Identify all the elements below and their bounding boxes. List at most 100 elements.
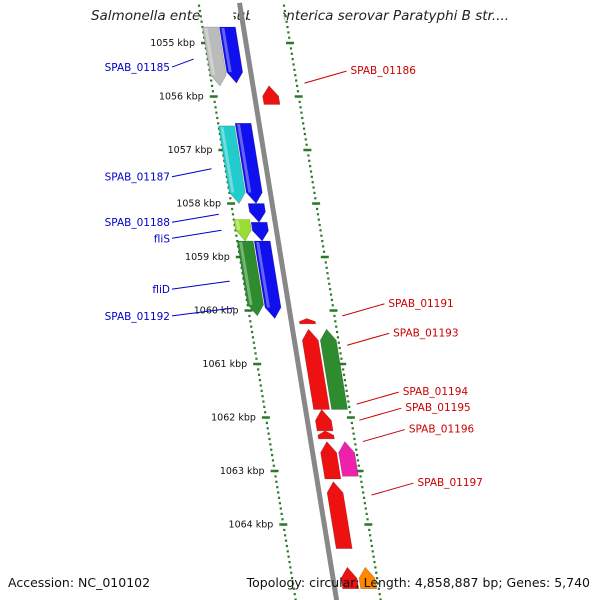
forward-gene-label[interactable]: SPAB_01185	[105, 62, 170, 74]
reverse-gene-label[interactable]: SPAB_01195	[405, 402, 470, 414]
gene-arrow[interactable]	[219, 26, 244, 84]
tick-label: 1056 kbp	[159, 92, 204, 103]
forward-tick-dot	[264, 411, 267, 414]
reverse-tick-dot	[322, 250, 326, 253]
reverse-tick-dot	[362, 496, 366, 499]
reverse-tick-dot	[293, 68, 296, 71]
reverse-tick-dot	[353, 437, 356, 441]
reverse-tick-dot	[326, 272, 329, 275]
reverse-tick-dot	[362, 491, 365, 494]
gene-highlight	[220, 126, 235, 193]
reverse-tick-dot	[356, 459, 360, 462]
reverse-tick-dot	[335, 325, 338, 328]
forward-tick-dot	[283, 528, 286, 532]
gene-arrow[interactable]	[320, 441, 342, 480]
reverse-gene-label[interactable]: SPAB_01196	[409, 424, 475, 436]
reverse-gene-label[interactable]: SPAB_01191	[388, 298, 453, 310]
gene-arrow[interactable]	[202, 26, 227, 87]
gene-arrow[interactable]	[326, 481, 353, 549]
reverse-label-leader	[356, 391, 399, 405]
label-layer: SPAB_01185 SPAB_01187 SPAB_01188 fliS fliD SP…	[105, 58, 483, 496]
reverse-tick-dot	[372, 555, 375, 558]
forward-tick-dot	[215, 111, 218, 114]
reverse-tick-dot	[366, 518, 369, 521]
reverse-tick-dot	[363, 502, 367, 505]
forward-tick-dot	[270, 453, 274, 457]
reverse-tick-dot	[295, 79, 298, 82]
forward-tick-dot	[248, 314, 251, 318]
reverse-gene-label[interactable]: SPAB_01194	[403, 386, 469, 398]
reverse-tick-dot	[345, 389, 348, 392]
reverse-tick-dot	[348, 405, 351, 408]
forward-gene-label[interactable]: SPAB_01192	[105, 311, 170, 323]
gene-arrow[interactable]	[247, 203, 266, 223]
reverse-tick-dot	[342, 368, 345, 371]
gene-arrow[interactable]	[262, 85, 281, 105]
tick-label: 1057 kbp	[168, 145, 213, 156]
reverse-label-leader	[342, 303, 385, 317]
reverse-tick-dot	[302, 127, 306, 130]
gene-highlight	[256, 241, 271, 308]
tick-label: 1063 kbp	[220, 466, 265, 477]
gene-arrow[interactable]	[298, 318, 317, 325]
forward-label-leader	[171, 213, 219, 223]
reverse-tick-dot	[312, 186, 315, 189]
reverse-tick-dot	[292, 63, 295, 66]
gene-arrow[interactable]	[319, 328, 348, 410]
forward-tick-dot	[285, 544, 288, 548]
reverse-tick-dot	[316, 213, 320, 216]
gene-arrow[interactable]	[234, 123, 263, 205]
forward-tick-dot	[289, 566, 292, 569]
gene-arrow[interactable]	[233, 219, 252, 242]
reverse-tick-dot	[359, 475, 362, 478]
reverse-tick-dot	[290, 52, 293, 55]
forward-tick-dot	[276, 486, 279, 489]
reverse-tick-dot	[346, 395, 349, 398]
forward-tick-dot	[251, 336, 255, 339]
forward-tick-dot	[260, 389, 263, 392]
reverse-tick-dot	[329, 288, 332, 291]
reverse-gene-label[interactable]: SPAB_01193	[393, 327, 458, 339]
reverse-tick-dot	[286, 25, 289, 29]
reverse-tick-dot	[298, 100, 301, 104]
forward-label-leader	[171, 229, 222, 239]
forward-tick-dot	[197, 4, 201, 7]
forward-tick-dot	[230, 207, 234, 211]
reverse-tick-dot	[379, 598, 382, 600]
gene-arrow[interactable]	[338, 441, 359, 477]
reverse-tick-dot	[368, 528, 371, 532]
reverse-tick-dot	[347, 400, 350, 403]
reverse-tick-dot	[364, 507, 367, 510]
reverse-label-leader	[359, 407, 402, 421]
reverse-tick-dot	[333, 314, 336, 318]
forward-tick-dot	[270, 448, 273, 451]
forward-tick-dot	[263, 405, 266, 408]
gene-arrow[interactable]	[250, 221, 269, 242]
reverse-tick-dot	[305, 143, 308, 146]
gene-highlight	[235, 220, 241, 230]
gene-arrow[interactable]	[253, 240, 282, 320]
forward-gene-label[interactable]: SPAB_01188	[105, 217, 170, 229]
forward-tick-dot	[257, 368, 260, 371]
forward-tick-dot	[293, 593, 296, 596]
forward-tick-dot	[250, 325, 253, 328]
forward-gene-label[interactable]: fliD	[152, 284, 170, 296]
reverse-tick-dot	[289, 47, 293, 50]
forward-tick-dot	[213, 100, 216, 104]
reverse-label-leader	[347, 332, 390, 346]
gene-arrow[interactable]	[358, 566, 378, 590]
gene-arrow[interactable]	[317, 430, 335, 440]
forward-tick-dot	[234, 229, 237, 232]
gene-arrow[interactable]	[340, 566, 360, 590]
reverse-gene-label[interactable]: SPAB_01186	[351, 65, 417, 77]
reverse-tick-dot	[301, 116, 304, 120]
forward-tick-dot	[258, 379, 262, 382]
forward-tick-dot	[284, 534, 287, 537]
reverse-tick-dot	[318, 223, 321, 227]
reverse-tick-dot	[374, 566, 377, 569]
forward-gene-label[interactable]: fliS	[154, 233, 171, 245]
reverse-gene-label[interactable]: SPAB_01197	[418, 477, 483, 489]
gene-arrow[interactable]	[236, 240, 264, 317]
gene-arrow[interactable]	[218, 125, 246, 205]
forward-gene-label[interactable]: SPAB_01187	[105, 172, 170, 184]
